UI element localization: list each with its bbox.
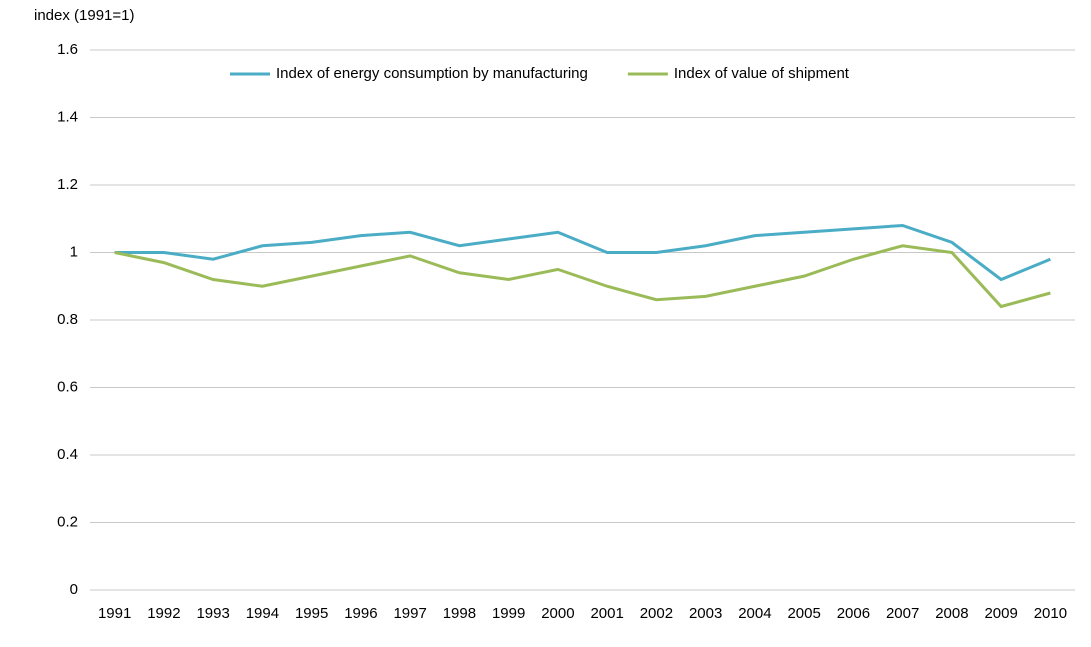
x-tick-label: 2002 (640, 605, 673, 622)
y-tick-label: 0 (70, 581, 78, 598)
y-tick-label: 1.6 (57, 41, 78, 58)
x-tick-label: 2001 (590, 605, 623, 622)
y-tick-label: 0.4 (57, 446, 78, 463)
x-tick-label: 2009 (984, 605, 1017, 622)
x-tick-label: 1991 (98, 605, 131, 622)
y-tick-label: 0.6 (57, 378, 78, 395)
x-tick-label: 2010 (1034, 605, 1067, 622)
x-tick-label: 1996 (344, 605, 377, 622)
x-tick-label: 1992 (147, 605, 180, 622)
y-tick-label: 1.2 (57, 176, 78, 193)
x-tick-label: 1994 (246, 605, 279, 622)
x-tick-label: 1993 (196, 605, 229, 622)
x-tick-label: 2005 (787, 605, 820, 622)
x-tick-label: 2008 (935, 605, 968, 622)
x-tick-label: 2000 (541, 605, 574, 622)
x-tick-label: 2004 (738, 605, 771, 622)
chart-title: index (1991=1) (34, 7, 135, 24)
x-tick-label: 1997 (393, 605, 426, 622)
y-tick-label: 1.4 (57, 108, 78, 125)
y-tick-label: 0.2 (57, 513, 78, 530)
series-line (114, 244, 1051, 309)
x-tick-label: 1995 (295, 605, 328, 622)
y-tick-label: 0.8 (57, 311, 78, 328)
series-line (114, 223, 1051, 282)
x-tick-label: 1998 (443, 605, 476, 622)
x-tick-label: 1999 (492, 605, 525, 622)
x-tick-label: 2007 (886, 605, 919, 622)
legend-label: Index of energy consumption by manufactu… (276, 65, 588, 82)
x-tick-label: 2003 (689, 605, 722, 622)
x-tick-label: 2006 (837, 605, 870, 622)
legend-label: Index of value of shipment (674, 65, 850, 82)
y-tick-label: 1 (70, 243, 78, 260)
